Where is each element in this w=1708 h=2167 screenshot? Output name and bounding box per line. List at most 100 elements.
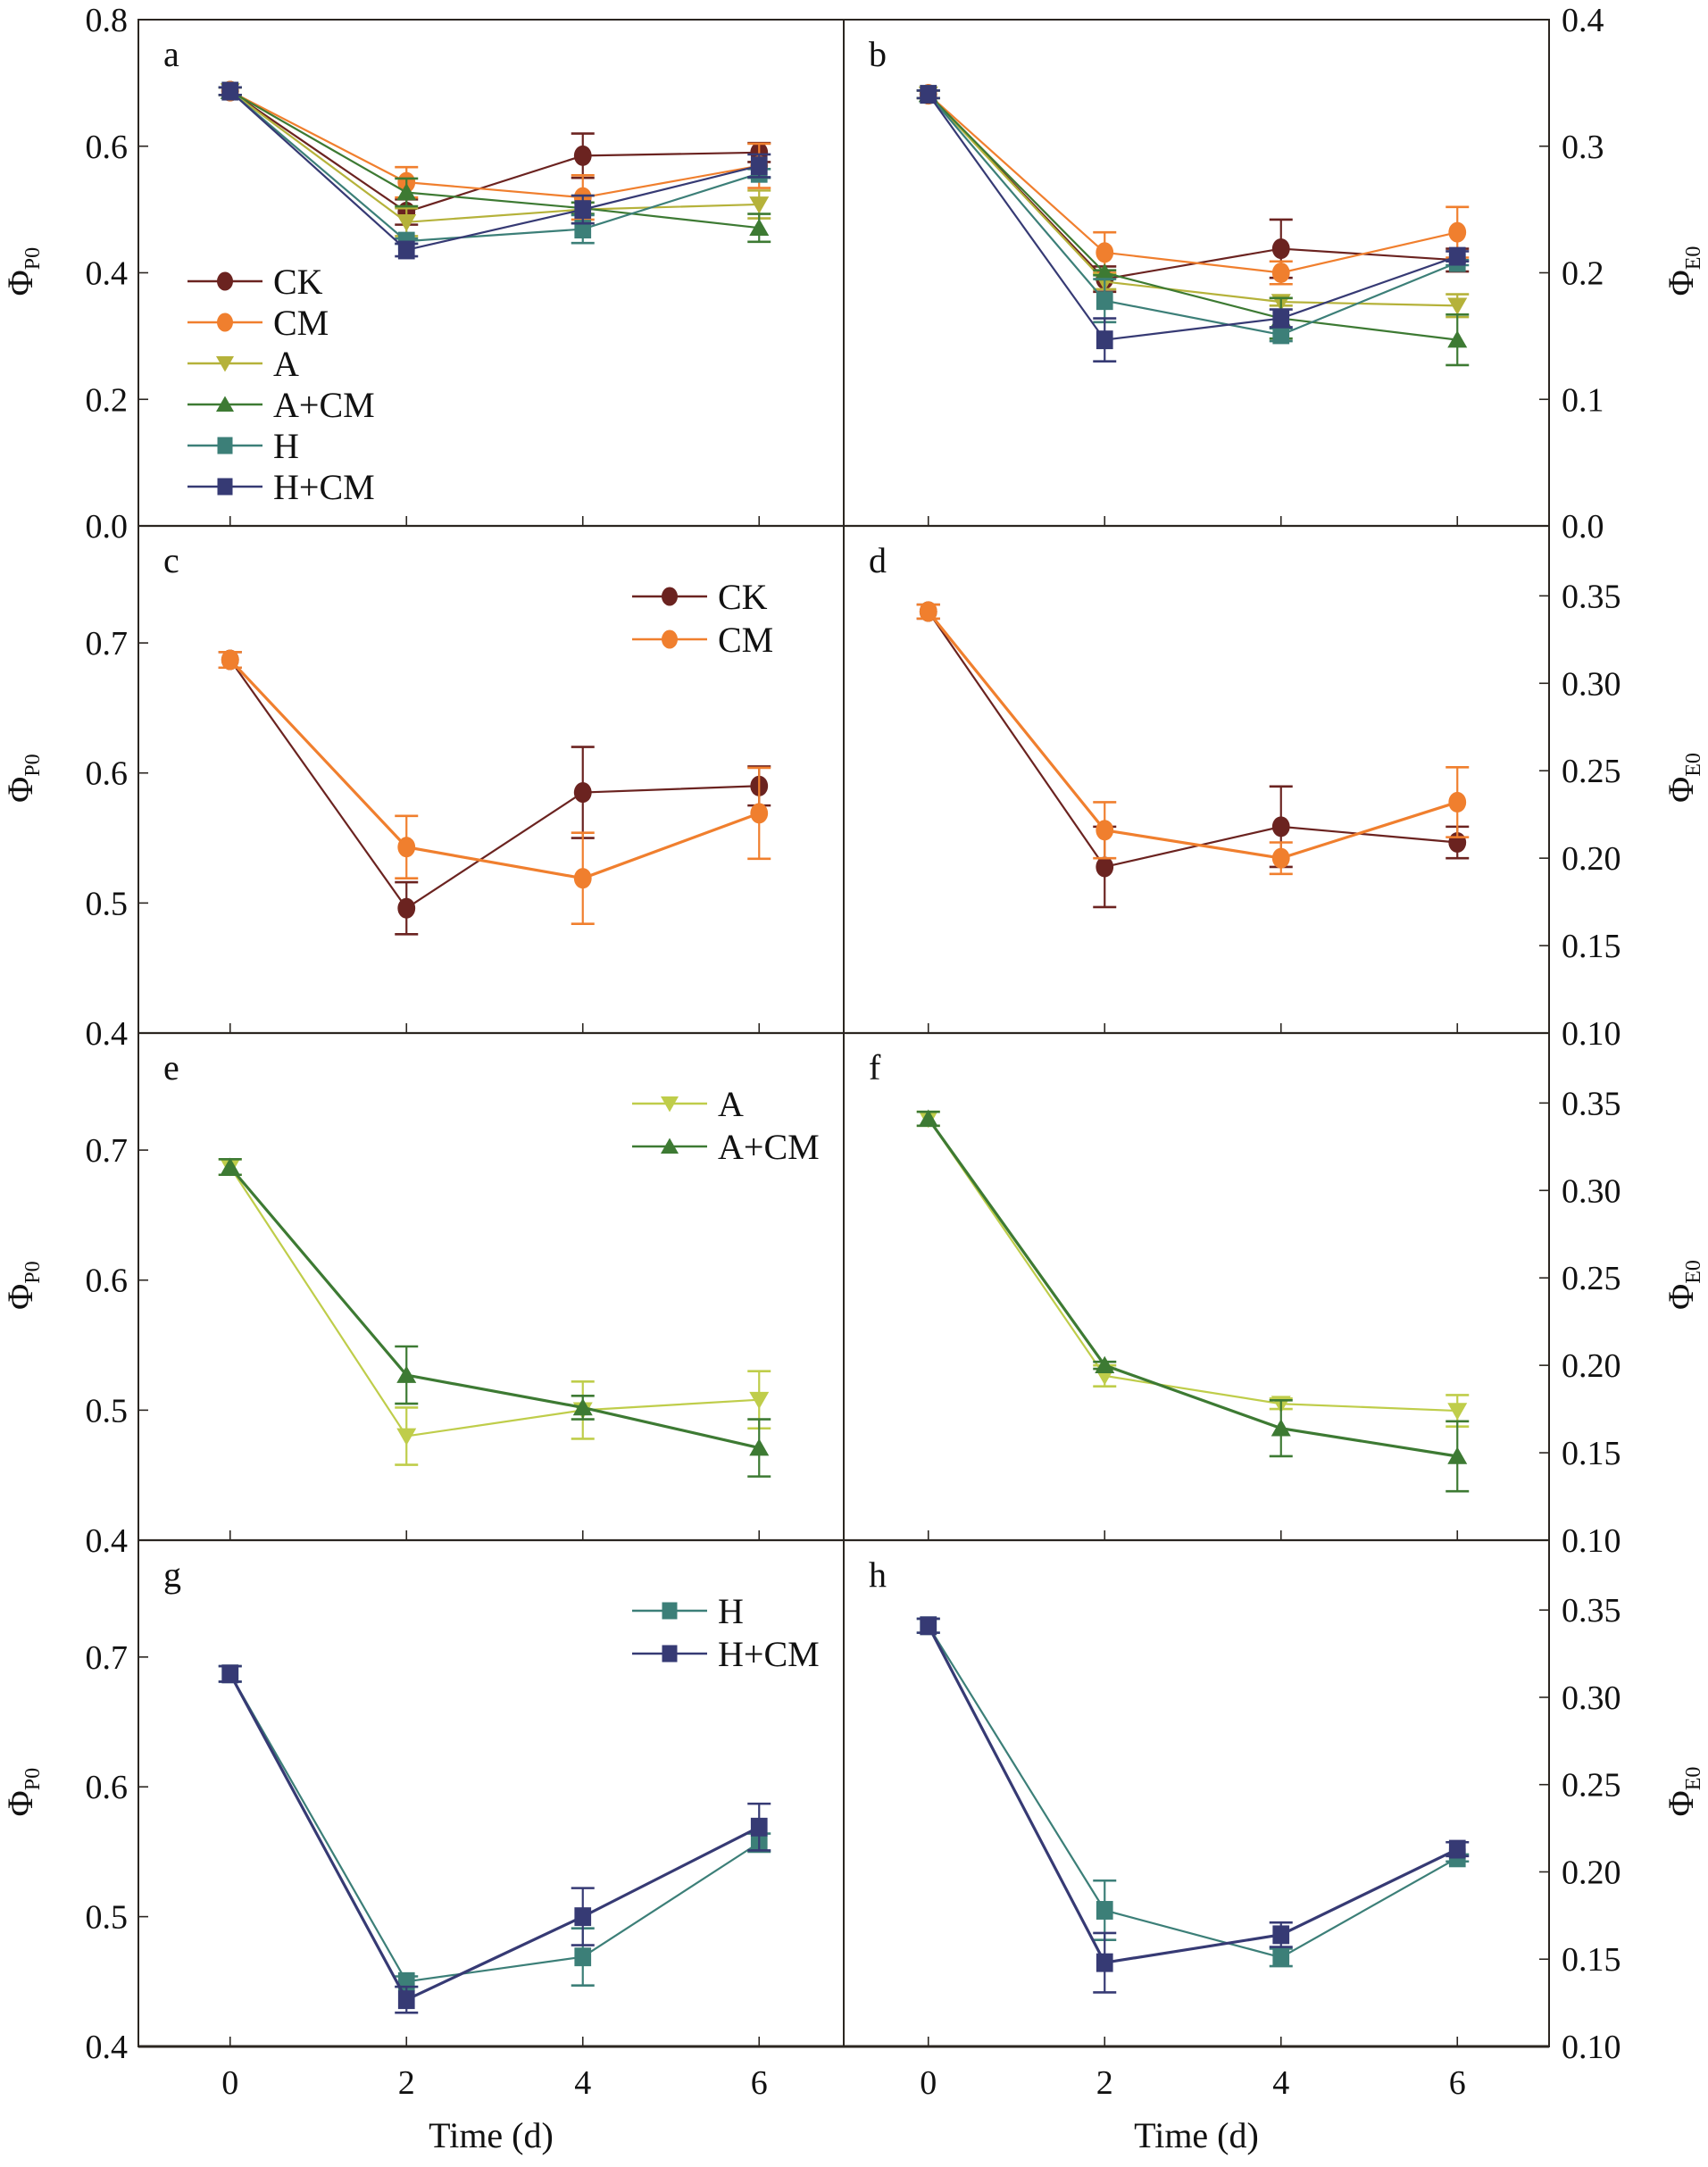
legend-label: A+CM <box>273 385 375 425</box>
series-cm <box>218 80 771 221</box>
data-point <box>1272 1947 1290 1967</box>
y-tick-label: 0.6 <box>86 129 129 166</box>
x-tick-label: 0 <box>221 2064 238 2102</box>
legend-item: CK <box>187 262 323 302</box>
series-h <box>916 1616 1470 1968</box>
y-tick-label: 0.10 <box>1562 2029 1621 2066</box>
data-point <box>750 803 769 824</box>
x-tick-label: 4 <box>574 2064 591 2102</box>
series-line <box>927 1118 1458 1458</box>
data-point <box>397 837 416 858</box>
y-tick-label: 0.7 <box>86 625 129 663</box>
panel-h: h <box>869 1554 1549 2046</box>
series-line <box>229 90 760 213</box>
x-axis-title: Time (d) <box>429 2115 554 2155</box>
series-a-plus-cm <box>916 1109 1470 1493</box>
axis-symbol: Φ <box>1661 270 1701 296</box>
y-tick-label: 0.35 <box>1562 1085 1621 1122</box>
panel-b: b <box>869 34 1549 526</box>
series-line <box>927 93 1458 337</box>
series-a <box>218 83 771 238</box>
axis-subscript: E0 <box>1682 246 1705 271</box>
legend-label: CM <box>718 620 773 660</box>
data-point <box>1096 242 1114 263</box>
legend-marker <box>661 1096 679 1113</box>
y-tick-label: 0.30 <box>1562 665 1621 703</box>
x-tick-label: 6 <box>751 2064 768 2102</box>
data-point <box>1447 1446 1468 1464</box>
data-point <box>1272 309 1290 328</box>
legend-item: A+CM <box>632 1127 820 1167</box>
data-point <box>573 782 592 804</box>
series-cm <box>916 601 1470 876</box>
axis-subscript: E0 <box>1682 1767 1705 1791</box>
series-line <box>229 1672 760 2002</box>
legend-marker <box>662 1602 678 1620</box>
x-tick-label: 4 <box>1272 2064 1289 2102</box>
y-tick-label: 0.6 <box>86 1769 129 1806</box>
series-line <box>928 93 1458 274</box>
data-point <box>1096 820 1114 841</box>
y-tick-label: 0.7 <box>86 1639 129 1677</box>
series-a <box>218 1157 771 1466</box>
data-point <box>1447 297 1468 315</box>
y-tick-label: 0.6 <box>86 1263 129 1300</box>
data-point <box>220 1157 240 1175</box>
x-axis-title: Time (d) <box>1134 2115 1259 2155</box>
legend-marker <box>217 271 233 291</box>
data-point <box>574 200 592 220</box>
y-tick-label: 0.20 <box>1562 1347 1621 1385</box>
legend-label: CK <box>718 577 768 617</box>
legend-label: A <box>273 344 299 384</box>
axis-symbol: Φ <box>0 270 40 296</box>
series-line <box>927 1625 1458 1959</box>
legend-item: A <box>187 344 299 384</box>
data-point <box>1095 1355 1115 1373</box>
data-point <box>1271 847 1290 869</box>
axis-symbol: Φ <box>1661 1790 1701 1816</box>
legend: AA+CM <box>632 1084 820 1167</box>
series-line <box>927 1625 1458 1964</box>
y-tick-label: 0.6 <box>86 755 129 793</box>
legend-label: H+CM <box>273 467 375 507</box>
y-axis-title: ΦE0 <box>1661 1767 1705 1817</box>
data-point <box>573 145 592 166</box>
data-point <box>221 649 239 671</box>
y-tick-label: 0.20 <box>1562 840 1621 878</box>
y-tick-label: 0.4 <box>86 255 129 293</box>
y-tick-label: 0.4 <box>1562 2 1604 39</box>
figure-frame <box>137 19 1550 2048</box>
series-line <box>229 1673 760 1983</box>
y-tick-label: 0.0 <box>1562 508 1604 546</box>
series-h-plus-cm <box>218 81 771 260</box>
y-tick-label: 0.0 <box>86 508 129 546</box>
data-point <box>750 1817 768 1837</box>
data-point <box>1448 221 1467 243</box>
y-tick-label: 0.5 <box>86 885 129 922</box>
series-line <box>927 93 1458 307</box>
data-point <box>1096 330 1113 350</box>
y-tick-label: 0.5 <box>86 1392 129 1429</box>
panel-label: a <box>163 34 179 74</box>
data-point <box>221 81 239 101</box>
y-tick-label: 0.15 <box>1562 1941 1621 1979</box>
y-tick-label: 0.1 <box>1562 381 1604 419</box>
data-point <box>396 1428 417 1446</box>
series-line <box>229 1165 760 1450</box>
data-point <box>1271 816 1290 838</box>
legend-marker <box>662 1645 678 1663</box>
panel-label: g <box>163 1554 181 1595</box>
legend-item: H <box>632 1591 744 1631</box>
series-h-plus-cm <box>916 85 1470 363</box>
series-line <box>229 659 760 910</box>
legend-label: H <box>718 1591 744 1631</box>
axis-symbol: Φ <box>0 777 40 803</box>
legend-label: H <box>273 426 299 466</box>
series-ck <box>218 649 771 936</box>
data-point <box>1095 263 1115 281</box>
x-tick-label: 2 <box>1096 2064 1113 2102</box>
